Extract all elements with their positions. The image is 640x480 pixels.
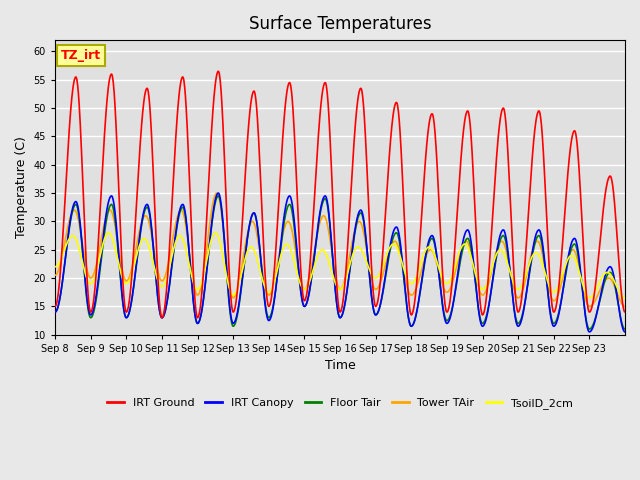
Legend: IRT Ground, IRT Canopy, Floor Tair, Tower TAir, TsoilD_2cm: IRT Ground, IRT Canopy, Floor Tair, Towe… xyxy=(102,393,577,413)
X-axis label: Time: Time xyxy=(324,360,355,372)
Y-axis label: Temperature (C): Temperature (C) xyxy=(15,136,28,239)
Title: Surface Temperatures: Surface Temperatures xyxy=(249,15,431,33)
Text: TZ_irt: TZ_irt xyxy=(61,49,101,62)
